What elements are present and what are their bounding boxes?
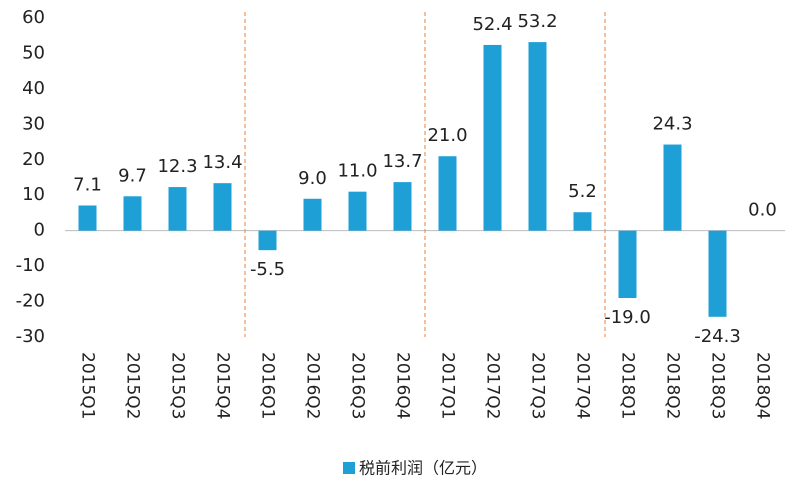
data-label: 5.2 [568, 181, 597, 202]
x-tick-label: 2018Q4 [753, 352, 773, 419]
bar [348, 191, 367, 231]
x-tick-label: 2018Q3 [708, 352, 728, 419]
x-tick-label: 2015Q2 [123, 352, 143, 419]
data-label: 9.7 [118, 165, 147, 186]
y-tick-label: -20 [16, 291, 45, 312]
bar [573, 212, 592, 231]
y-tick-label: -10 [16, 255, 45, 276]
y-tick-label: 60 [22, 7, 45, 28]
y-tick-label: 10 [22, 184, 45, 205]
bar [528, 42, 547, 231]
bar [618, 230, 637, 299]
y-tick-label: -30 [16, 326, 45, 347]
y-tick-label: 20 [22, 149, 45, 170]
data-label: 24.3 [652, 114, 692, 135]
y-tick-label: 30 [22, 113, 45, 134]
x-tick-label: 2018Q2 [663, 352, 683, 419]
data-label: 11.0 [337, 161, 377, 182]
data-label: -19.0 [604, 307, 651, 328]
bar [123, 196, 142, 231]
x-tick-label: 2015Q4 [213, 352, 233, 419]
bar [213, 183, 232, 231]
bar [168, 187, 187, 231]
x-tick-label: 2016Q4 [393, 352, 413, 419]
data-label: -24.3 [694, 326, 741, 347]
y-tick-label: 40 [22, 78, 45, 99]
bar [663, 144, 682, 231]
bar [303, 198, 322, 231]
x-tick-label: 2015Q1 [78, 352, 98, 419]
bar [483, 44, 502, 231]
x-tick-label: 2017Q1 [438, 352, 458, 419]
y-tick-label: 0 [34, 220, 45, 241]
data-label: 12.3 [157, 156, 197, 177]
x-tick-label: 2018Q1 [618, 352, 638, 419]
x-tick-label: 2016Q1 [258, 352, 278, 419]
data-label: 0.0 [748, 200, 777, 221]
x-tick-label: 2017Q3 [528, 352, 548, 419]
bar [708, 230, 727, 317]
data-label: 52.4 [472, 14, 512, 35]
x-tick-label: 2016Q2 [303, 352, 323, 419]
legend-swatch [343, 462, 355, 474]
x-tick-label: 2015Q3 [168, 352, 188, 419]
y-tick-label: 50 [22, 42, 45, 63]
data-label: 53.2 [517, 11, 557, 32]
bar [258, 230, 277, 251]
bar [78, 205, 97, 231]
legend-label: 税前利润（亿元） [359, 459, 487, 478]
data-label: 13.4 [202, 152, 242, 173]
bar [393, 182, 412, 231]
data-label: 9.0 [298, 168, 327, 189]
data-label: 21.0 [427, 125, 467, 146]
data-label: 13.7 [382, 151, 422, 172]
data-label: 7.1 [73, 175, 102, 196]
x-tick-label: 2017Q4 [573, 352, 593, 419]
bar [438, 156, 457, 231]
x-tick-label: 2016Q3 [348, 352, 368, 419]
x-tick-label: 2017Q2 [483, 352, 503, 419]
data-label: -5.5 [250, 259, 285, 280]
